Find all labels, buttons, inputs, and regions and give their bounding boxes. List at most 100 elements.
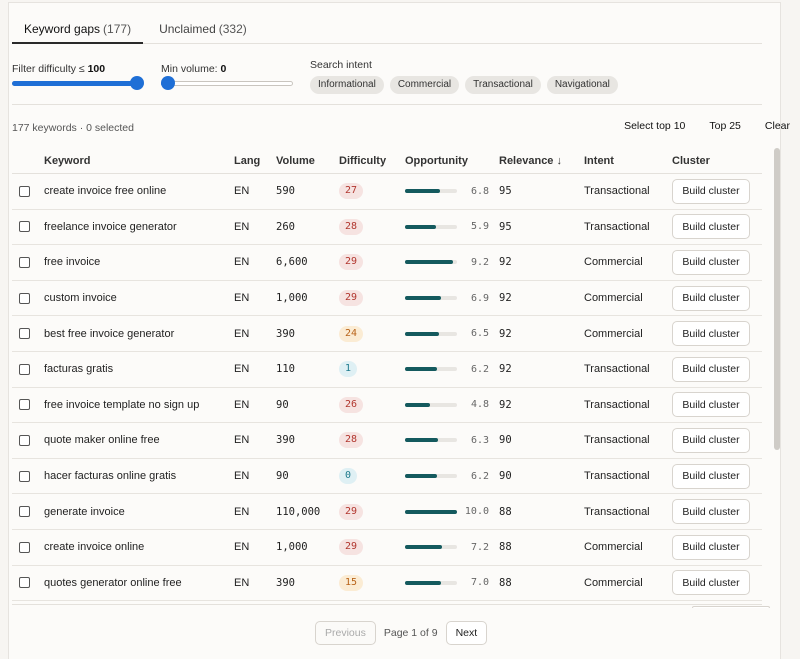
opportunity-bar xyxy=(405,545,457,550)
row-checkbox[interactable] xyxy=(19,281,30,316)
select-top10-button[interactable]: Select top 10 xyxy=(624,120,686,132)
difficulty-cell: 1 xyxy=(339,352,358,387)
slider-thumb[interactable] xyxy=(130,76,144,90)
build-cluster-button[interactable]: Build cluster xyxy=(672,392,750,418)
volume-slider[interactable] xyxy=(161,76,293,90)
volume-cell: 90 xyxy=(276,398,289,411)
intent-cell: Commercial xyxy=(584,256,643,269)
relevance-cell: 92 xyxy=(499,292,512,305)
row-checkbox[interactable] xyxy=(19,423,30,458)
difficulty-cell: 29 xyxy=(339,494,364,529)
row-checkbox[interactable] xyxy=(19,352,30,387)
difficulty-badge: 29 xyxy=(339,254,364,271)
intent-chips: Informational Commercial Transactional N… xyxy=(310,76,618,94)
relevance-cell: 90 xyxy=(499,470,512,483)
next-button[interactable]: Next xyxy=(445,621,488,645)
build-cluster-button[interactable]: Build cluster xyxy=(672,427,750,453)
row-checkbox[interactable] xyxy=(19,316,30,351)
row-checkbox[interactable] xyxy=(19,566,30,601)
table-row[interactable]: hacer facturas online gratis EN 90 0 6.2 90 Tr… xyxy=(12,459,762,495)
opportunity-value: 6.3 xyxy=(470,434,489,446)
opportunity-value: 6.9 xyxy=(470,292,489,304)
volume-filter-label: Min volume: 0 xyxy=(161,63,227,75)
intent-chip-navigational[interactable]: Navigational xyxy=(546,76,618,94)
row-checkbox[interactable] xyxy=(19,174,30,209)
table-row[interactable]: create invoice online EN 1,000 29 7.2 88 Comme… xyxy=(12,530,762,566)
checkbox[interactable] xyxy=(19,577,30,589)
cluster-cell: Build cluster xyxy=(672,281,750,316)
opportunity-bar xyxy=(405,260,457,265)
intent-chip-commercial[interactable]: Commercial xyxy=(389,76,460,94)
difficulty-slider[interactable] xyxy=(12,76,144,90)
col-relevance[interactable]: Relevance ↓ xyxy=(499,154,562,167)
clear-button[interactable]: Clear xyxy=(764,120,790,132)
col-intent[interactable]: Intent xyxy=(584,154,614,167)
volume-cell: 110,000 xyxy=(276,505,321,518)
row-checkbox[interactable] xyxy=(19,459,30,494)
row-checkbox[interactable] xyxy=(19,388,30,423)
volume-cell: 110 xyxy=(276,363,295,376)
difficulty-badge: 0 xyxy=(339,468,358,485)
build-cluster-button[interactable]: Build cluster xyxy=(672,356,750,382)
difficulty-cell: 26 xyxy=(339,388,364,423)
keyword-cell: facturas gratis xyxy=(44,363,114,376)
slider-thumb[interactable] xyxy=(161,76,175,90)
table-row[interactable]: quote maker online free EN 390 28 6.3 90 Trans… xyxy=(12,423,762,459)
col-volume[interactable]: Volume xyxy=(276,154,315,167)
checkbox[interactable] xyxy=(19,506,30,518)
checkbox[interactable] xyxy=(19,470,30,482)
checkbox[interactable] xyxy=(19,221,30,233)
intent-cell: Transactional xyxy=(584,470,650,483)
table-row[interactable]: create invoice free online EN 590 27 6.8 95 Tr… xyxy=(12,174,762,210)
table-row[interactable]: custom invoice EN 1,000 29 6.9 92 Commercial Bu… xyxy=(12,281,762,317)
col-keyword[interactable]: Keyword xyxy=(44,154,91,167)
build-cluster-button[interactable]: Build cluster xyxy=(672,321,750,347)
keyword-cell: create invoice online xyxy=(44,541,145,554)
build-cluster-button[interactable]: Build cluster xyxy=(672,214,750,240)
build-cluster-button[interactable]: Build cluster xyxy=(672,285,750,311)
table-row[interactable]: free invoice template no sign up EN 90 26 4.… xyxy=(12,388,762,424)
keyword-cell: quote maker online free xyxy=(44,434,160,447)
previous-button[interactable]: Previous xyxy=(315,621,376,645)
table-row[interactable]: generate invoice EN 110,000 29 10.0 88 Transac… xyxy=(12,494,762,530)
row-checkbox[interactable] xyxy=(19,494,30,529)
col-lang[interactable]: Lang xyxy=(234,154,261,167)
row-checkbox[interactable] xyxy=(19,530,30,565)
difficulty-cell: 0 xyxy=(339,459,358,494)
row-checkbox[interactable] xyxy=(19,245,30,280)
col-difficulty[interactable]: Difficulty xyxy=(339,154,387,167)
build-cluster-button-partial[interactable] xyxy=(692,606,770,608)
checkbox[interactable] xyxy=(19,185,30,197)
build-cluster-button[interactable]: Build cluster xyxy=(672,534,750,560)
intent-chip-informational[interactable]: Informational xyxy=(310,76,384,94)
build-cluster-button[interactable]: Build cluster xyxy=(672,178,750,204)
checkbox[interactable] xyxy=(19,434,30,446)
table-scrollbar[interactable] xyxy=(774,148,780,450)
checkbox[interactable] xyxy=(19,328,30,340)
relevance-cell: 88 xyxy=(499,576,512,589)
difficulty-badge: 24 xyxy=(339,325,364,342)
table-row[interactable]: quotes generator online free EN 390 15 7.0 88… xyxy=(12,566,762,602)
keyword-cell: create invoice free online xyxy=(44,185,167,198)
table-row[interactable]: free invoice EN 6,600 29 9.2 92 Commercial Buil… xyxy=(12,245,762,281)
tab-count: (332) xyxy=(218,22,247,36)
build-cluster-button[interactable]: Build cluster xyxy=(672,249,750,275)
table-body: create invoice free online EN 590 27 6.8 95 Tr… xyxy=(12,174,762,602)
checkbox[interactable] xyxy=(19,256,30,268)
col-opportunity[interactable]: Opportunity xyxy=(405,154,468,167)
build-cluster-button[interactable]: Build cluster xyxy=(672,463,750,489)
row-checkbox[interactable] xyxy=(19,210,30,245)
checkbox[interactable] xyxy=(19,399,30,411)
table-row[interactable]: facturas gratis EN 110 1 6.2 92 Transactional B… xyxy=(12,352,762,388)
top25-button[interactable]: Top 25 xyxy=(709,120,741,132)
checkbox[interactable] xyxy=(19,292,30,304)
table-row[interactable]: freelance invoice generator EN 260 28 5.9 95 T… xyxy=(12,210,762,246)
intent-chip-transactional[interactable]: Transactional xyxy=(465,76,541,94)
tab-unclaimed[interactable]: Unclaimed (332) xyxy=(147,18,259,44)
build-cluster-button[interactable]: Build cluster xyxy=(672,570,750,596)
build-cluster-button[interactable]: Build cluster xyxy=(672,499,750,525)
checkbox[interactable] xyxy=(19,541,30,553)
table-row[interactable]: best free invoice generator EN 390 24 6.5 92 C… xyxy=(12,316,762,352)
checkbox[interactable] xyxy=(19,363,30,375)
tab-keyword-gaps[interactable]: Keyword gaps (177) xyxy=(12,18,144,44)
